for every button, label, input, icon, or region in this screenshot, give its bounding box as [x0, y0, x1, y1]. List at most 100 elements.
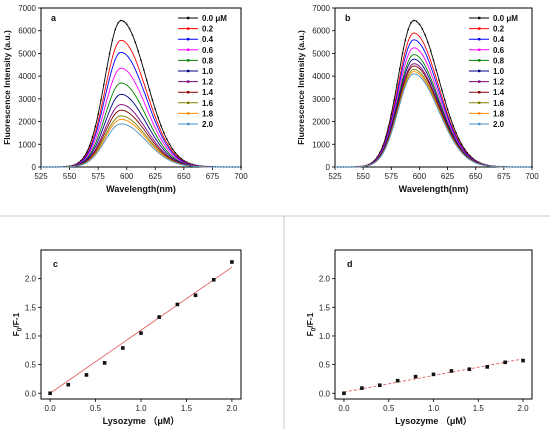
- spectrum-panel-b: 525 550 575 600 625 650 675 7000100020003000400…: [296, 4, 539, 194]
- legend-marker: [478, 91, 481, 94]
- series-marker: [106, 67, 108, 70]
- legend-label: 1.4: [202, 88, 214, 97]
- series-marker: [427, 41, 429, 44]
- x-tick-label: 0.5: [90, 404, 102, 413]
- legend-label: 1.6: [493, 99, 505, 108]
- series-marker: [128, 28, 131, 30]
- x-tick-label: 625: [441, 172, 455, 181]
- series-marker: [441, 89, 443, 91]
- series-marker: [376, 156, 378, 158]
- y-tick-label: 1.5: [25, 303, 37, 312]
- legend-marker: [478, 48, 481, 51]
- legend-marker: [478, 27, 481, 30]
- panel-letter: a: [51, 13, 57, 23]
- series-marker: [114, 28, 116, 31]
- series-marker: [166, 138, 168, 140]
- series-marker: [460, 143, 463, 146]
- series-marker: [379, 151, 381, 153]
- series-marker: [183, 159, 185, 162]
- x-tick-label: 600: [413, 172, 427, 181]
- x-tick-label: 550: [356, 172, 370, 181]
- legend-marker: [187, 91, 190, 94]
- series-marker: [134, 41, 136, 44]
- series-marker: [117, 22, 119, 24]
- series-marker: [455, 132, 457, 134]
- legend-marker: [478, 38, 481, 41]
- legend-label: 0.2: [202, 25, 214, 34]
- series-marker: [452, 124, 454, 127]
- y-tick-label: 0.0: [25, 389, 37, 398]
- x-tick-label: 575: [91, 172, 105, 181]
- x-tick-label: 575: [385, 172, 399, 181]
- data-point: [102, 361, 107, 365]
- series-marker: [475, 159, 477, 162]
- y-tick-label: 4000: [18, 72, 36, 81]
- series-marker: [180, 157, 182, 160]
- y-tick-label: 6000: [18, 27, 36, 36]
- series-marker: [174, 152, 176, 154]
- legend-label: 1.0: [493, 67, 505, 76]
- legend-marker: [187, 48, 190, 51]
- data-point: [360, 386, 364, 390]
- series-marker: [472, 157, 474, 160]
- legend-marker: [187, 59, 190, 62]
- series-marker: [413, 19, 415, 22]
- y-tick-label: 2.0: [25, 275, 37, 284]
- series-marker: [111, 39, 114, 41]
- series-marker: [100, 99, 102, 101]
- legend-label: 0.6: [202, 46, 214, 55]
- series-marker: [446, 108, 449, 110]
- series-line: [41, 109, 240, 168]
- x-tick-label: 625: [149, 172, 163, 181]
- series-marker: [418, 23, 421, 25]
- series-marker: [390, 113, 392, 115]
- panel-letter: c: [53, 259, 58, 269]
- series-marker: [131, 34, 134, 36]
- x-tick-label: 1.0: [428, 404, 440, 413]
- legend-label: 1.6: [202, 99, 214, 108]
- series-marker: [444, 99, 446, 101]
- series-marker: [126, 23, 128, 25]
- series-marker: [94, 126, 96, 128]
- series-marker: [401, 52, 404, 55]
- series-marker: [382, 145, 384, 147]
- series-marker: [123, 20, 125, 23]
- fit-line: [49, 266, 233, 394]
- series-marker: [449, 117, 452, 119]
- y-axis-label-main: F: [11, 331, 21, 336]
- series-line: [335, 73, 531, 168]
- legend-marker: [478, 69, 481, 73]
- series-marker: [410, 22, 412, 24]
- series-marker: [186, 161, 188, 163]
- series-marker: [137, 50, 139, 52]
- legend-marker: [187, 112, 190, 115]
- plot-frame: [40, 7, 242, 168]
- x-tick-label: 525: [34, 172, 48, 181]
- series-marker: [140, 59, 142, 61]
- y-tick-label: 0: [32, 163, 37, 172]
- y-axis-label-rest: /F-1: [11, 312, 21, 327]
- scatter-panel-c: 0.0 0.5 1.0 1.5 2.0 0.0 0.5 1.0 1.5 2.0 Lysozyme （…: [11, 249, 242, 426]
- data-point: [139, 331, 143, 335]
- legend-label: 2.0: [493, 120, 505, 129]
- y-tick-label: 5000: [18, 49, 36, 58]
- series-marker: [404, 39, 407, 41]
- legend-label: 0.2: [493, 25, 505, 34]
- y-tick-label: 0.5: [25, 361, 37, 370]
- series-marker: [415, 20, 418, 23]
- legend-marker: [478, 101, 481, 104]
- series-marker: [143, 69, 145, 71]
- series-marker: [463, 148, 466, 150]
- y-tick-label: 5000: [312, 49, 330, 58]
- x-tick-label: 650: [177, 172, 191, 181]
- panel-letter: b: [345, 13, 351, 23]
- x-tick-label: 0.0: [45, 404, 57, 413]
- data-point: [48, 391, 52, 396]
- y-tick-label: 7000: [18, 4, 36, 13]
- legend-label: 1.4: [493, 88, 505, 97]
- x-tick-label: 550: [63, 172, 77, 181]
- series-marker: [91, 136, 94, 138]
- series-marker: [171, 148, 174, 150]
- series-marker: [97, 113, 99, 115]
